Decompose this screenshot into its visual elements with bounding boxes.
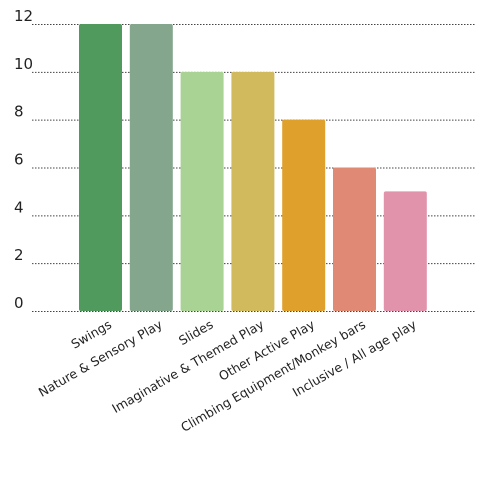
bar [79,24,122,311]
y-tick-label: 8 [14,103,24,121]
bar [282,119,326,312]
y-axis-tick-labels: 0 2 4 6 8 10 12 [14,7,33,312]
bar [333,167,376,311]
y-tick-label: 6 [14,151,24,169]
y-tick-label: 2 [14,246,24,264]
bars [79,24,427,312]
bar [180,71,224,311]
bar [231,71,275,311]
category-label: Slides [176,317,216,349]
y-tick-label: 4 [14,198,24,216]
y-tick-label: 10 [14,55,33,73]
bar [383,191,427,311]
y-tick-label: 0 [14,294,24,312]
y-tick-label: 12 [14,7,33,25]
bar [129,24,173,311]
